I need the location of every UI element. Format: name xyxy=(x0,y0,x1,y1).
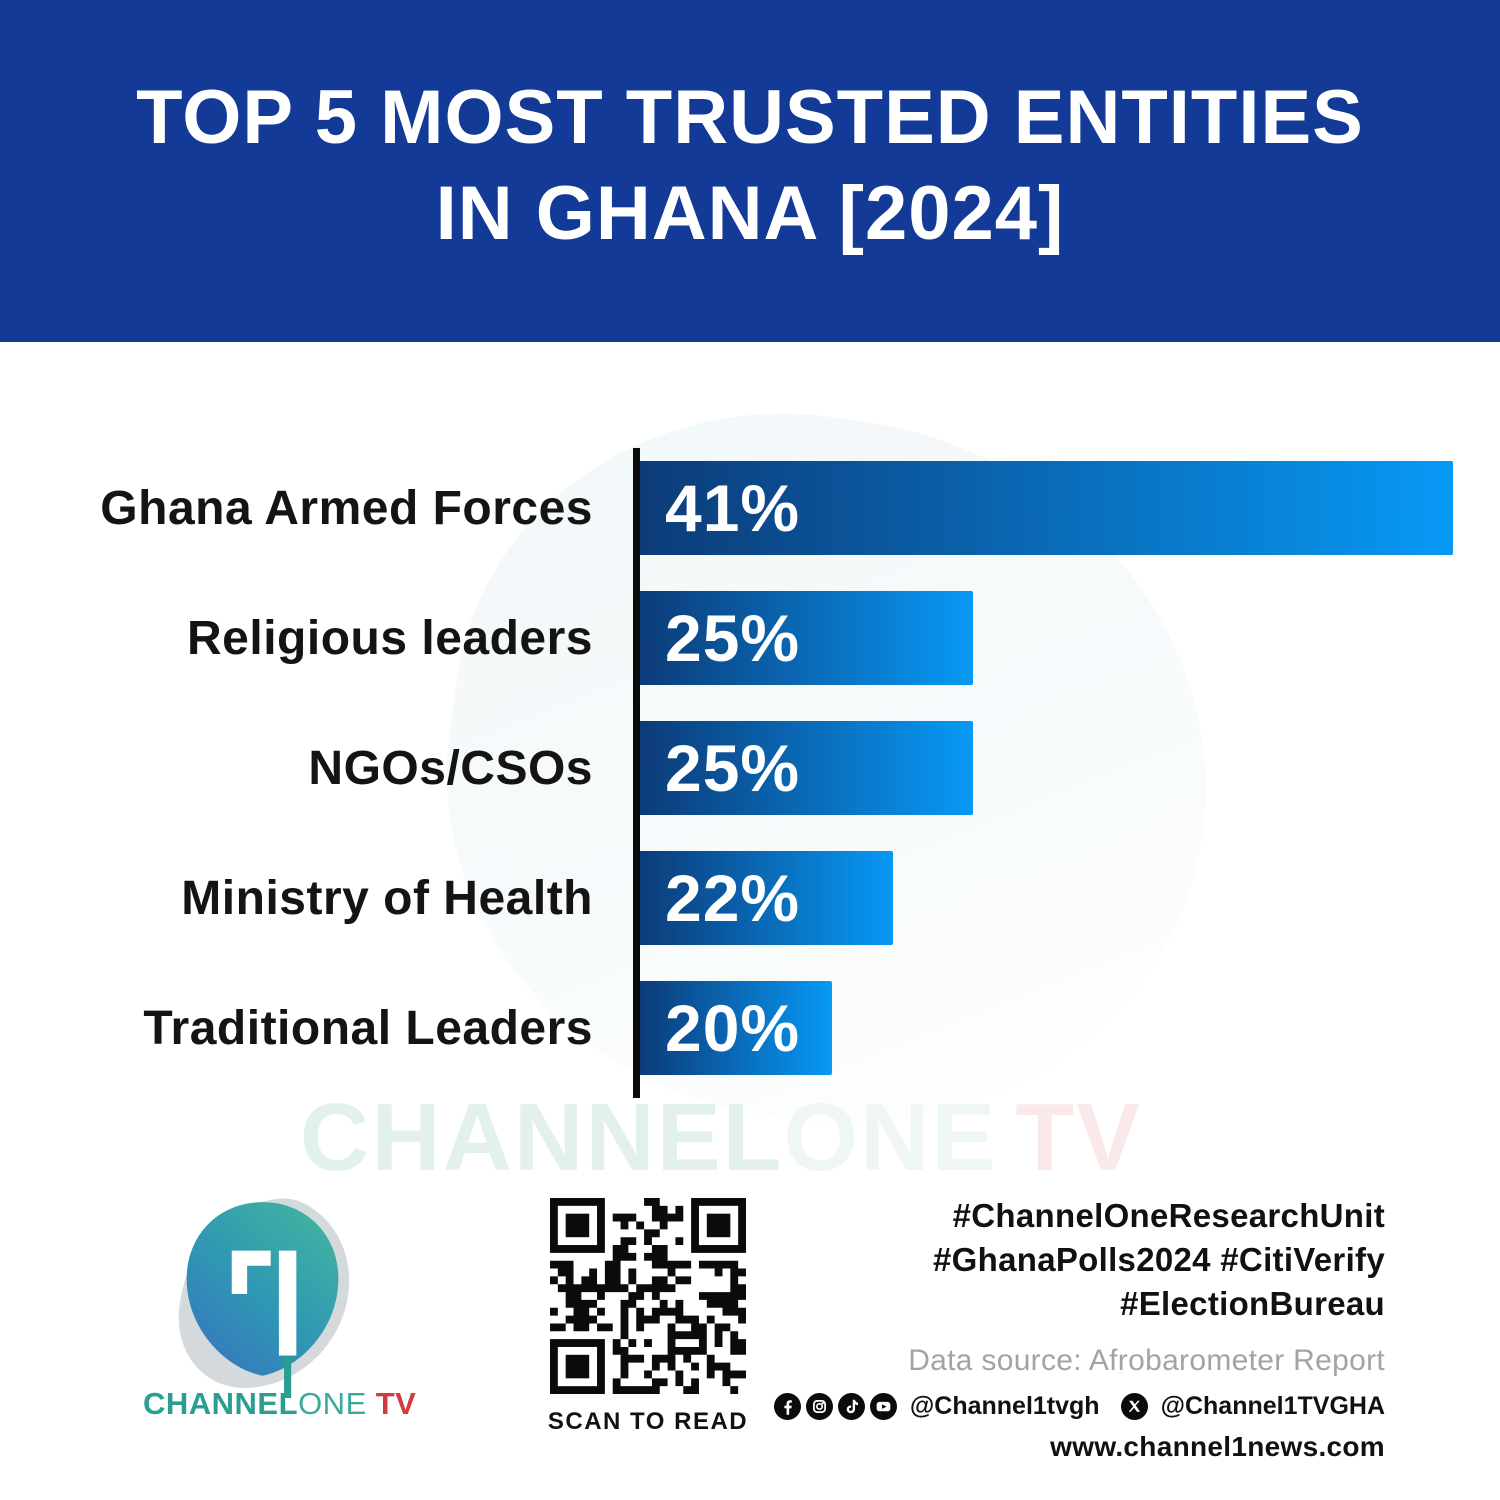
footer-right-column: #ChannelOneResearchUnit #GhanaPolls2024 … xyxy=(773,1194,1385,1463)
instagram-icon xyxy=(805,1393,833,1420)
watermark-tv: TV xyxy=(1015,1084,1143,1191)
data-source-note: Data source: Afrobarometer Report xyxy=(908,1344,1385,1377)
watermark-one: ONE xyxy=(783,1084,998,1191)
category-label: Traditional Leaders xyxy=(143,1001,593,1055)
chart-row: Ministry of Health 22% xyxy=(0,851,1465,945)
bar: 25% xyxy=(640,591,973,685)
logo-teardrop xyxy=(186,1202,339,1376)
qr-code xyxy=(550,1198,746,1394)
bar: 25% xyxy=(640,721,973,815)
chart-row: NGOs/CSOs 25% xyxy=(0,721,1465,815)
header-banner xyxy=(0,0,1500,342)
tiktok-icon xyxy=(837,1393,865,1420)
logo-one-stem xyxy=(278,1250,297,1356)
chart-row: Traditional Leaders 20% xyxy=(0,981,1465,1075)
wordmark-channel: CHANNEL xyxy=(143,1386,299,1421)
bar: 20% xyxy=(640,981,832,1075)
facebook-icon xyxy=(773,1393,801,1420)
wordmark-tv: TV xyxy=(375,1386,417,1421)
value-label: 25% xyxy=(665,731,801,805)
page-title-line2: IN GHANA [2024] xyxy=(435,171,1065,256)
page-title-line1: TOP 5 MOST TRUSTED ENTITIES xyxy=(136,75,1364,160)
bar: 41% xyxy=(640,461,1453,555)
hashtag-line-2: #GhanaPolls2024 #CitiVerify xyxy=(933,1241,1385,1278)
bar-chart: Ghana Armed Forces 41% Religious leaders… xyxy=(0,461,1465,1111)
qr-caption: SCAN TO READ xyxy=(547,1408,749,1435)
category-label: Ghana Armed Forces xyxy=(100,481,593,535)
hashtag-line-3: #ElectionBureau xyxy=(1120,1285,1385,1322)
chart-row: Ghana Armed Forces 41% xyxy=(0,461,1465,555)
value-label: 22% xyxy=(665,861,801,935)
logo-one-tail xyxy=(284,1355,292,1398)
category-label: NGOs/CSOs xyxy=(308,741,593,795)
value-label: 20% xyxy=(665,991,801,1065)
qr-finder-bottom-left xyxy=(550,1339,605,1394)
youtube-icon xyxy=(869,1393,897,1420)
channel-one-wordmark: CHANNELONE TV xyxy=(143,1386,416,1422)
watermark-channel: CHANNEL xyxy=(300,1084,784,1191)
social-handle-main: @Channel1tvgh xyxy=(909,1392,1100,1420)
logo-one-flag xyxy=(231,1250,271,1295)
chart-axis-line xyxy=(633,448,640,1098)
value-label: 25% xyxy=(665,601,801,675)
channel-one-logo-icon xyxy=(178,1198,350,1398)
qr-finder-top-left xyxy=(550,1198,605,1253)
chart-row: Religious leaders 25% xyxy=(0,591,1465,685)
social-handle-x: @Channel1TVGHA xyxy=(1160,1392,1385,1420)
website-url: www.channel1news.com xyxy=(1050,1431,1385,1462)
page-title: TOP 5 MOST TRUSTED ENTITIES IN GHANA [20… xyxy=(0,0,1500,262)
category-label: Ministry of Health xyxy=(181,871,593,925)
wordmark-one: ONE xyxy=(298,1386,367,1421)
value-label: 41% xyxy=(665,471,801,545)
social-row: @Channel1tvgh @Channel1TVGHA xyxy=(773,1392,1385,1421)
category-label: Religious leaders xyxy=(187,611,593,665)
channel-one-watermark-text: CHANNELONE TV xyxy=(300,1083,1142,1193)
hashtag-line-1: #ChannelOneResearchUnit xyxy=(952,1197,1385,1234)
x-twitter-icon xyxy=(1120,1393,1148,1420)
qr-finder-top-right xyxy=(691,1198,746,1253)
bar: 22% xyxy=(640,851,893,945)
